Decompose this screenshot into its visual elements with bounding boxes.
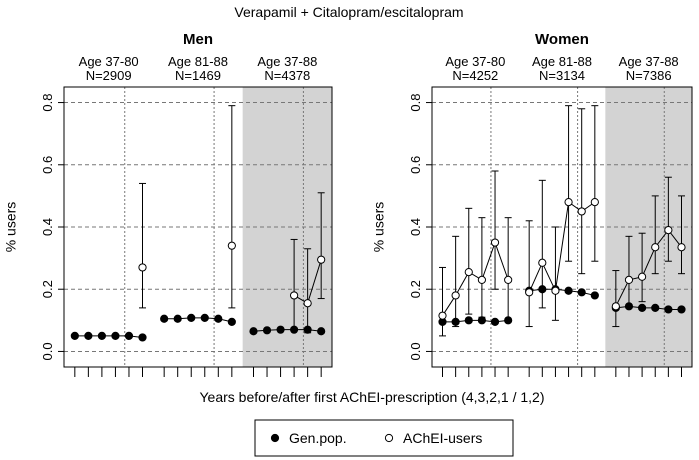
genpop-point (138, 333, 147, 342)
y-tick-label: 0.6 (408, 156, 423, 174)
achei-point (490, 238, 500, 247)
y-tick-label: 0.4 (408, 218, 423, 236)
genpop-point (564, 286, 573, 295)
group-age-label: Age 37-88 (257, 54, 317, 69)
group-age-label: Age 37-88 (619, 54, 679, 69)
legend-box (254, 419, 514, 457)
group-n-label: N=4378 (264, 68, 310, 83)
achei-point (564, 198, 573, 207)
legend-marker-genpop (270, 433, 280, 443)
achei-point (451, 291, 460, 300)
genpop-point (249, 327, 258, 336)
group-age-label: Age 37-80 (79, 54, 139, 69)
genpop-point (477, 316, 486, 325)
achei-point (677, 243, 686, 252)
achei-point (290, 291, 299, 300)
y-tick-label: 0.8 (40, 94, 55, 112)
legend-label-achei: AChEI-users (403, 430, 482, 446)
group-age-label: Age 81-88 (168, 54, 228, 69)
genpop-point (664, 305, 673, 314)
achei-point (638, 272, 647, 281)
achei-point (525, 288, 534, 297)
y-axis-label: % users (371, 202, 387, 253)
genpop-point (677, 305, 686, 314)
group: Age 37-88N=4378 (249, 54, 326, 377)
y-axis-label: % users (3, 202, 19, 253)
achei-point (477, 275, 486, 284)
genpop-point (464, 316, 473, 325)
legend-label-genpop: Gen.pop. (289, 430, 347, 446)
group: Age 37-80N=2909 (70, 54, 147, 377)
panel-title: Men (183, 31, 213, 48)
group: Age 37-88N=7386 (611, 54, 686, 377)
achei-point (624, 275, 634, 284)
genpop-point (187, 313, 196, 322)
y-tick-label: 0.8 (408, 94, 423, 112)
panel-title: Women (535, 31, 589, 48)
achei-point (551, 286, 560, 295)
y-tick-label: 0.4 (40, 218, 55, 236)
genpop-point (173, 314, 182, 323)
group-n-label: N=7386 (626, 68, 672, 83)
x-axis-label: Years before/after first AChEI-prescript… (200, 389, 545, 405)
panel-women: 0.0 0.2 0.4 0.6 0.8 % users Women Age 37-80N=42… (371, 31, 693, 377)
group: Age 81-88N=1469 (160, 54, 236, 377)
y-tick-label: 0.0 (408, 342, 423, 360)
achei-point (651, 243, 660, 252)
genpop-point (111, 331, 120, 340)
genpop-point (97, 331, 106, 340)
chart-title: Verapamil + Citalopram/escitalopram (234, 4, 463, 20)
genpop-point (276, 325, 285, 334)
achei-line (442, 241, 509, 316)
y-tick-label: 0.6 (40, 156, 55, 174)
genpop-point (638, 303, 647, 312)
achei-point (438, 311, 447, 320)
genpop-point (84, 331, 93, 340)
achei-point (464, 268, 473, 277)
achei-point (611, 302, 620, 311)
y-tick-label: 0.0 (40, 342, 55, 360)
achei-point (227, 241, 236, 250)
group-n-label: N=3134 (539, 68, 585, 83)
group-age-label: Age 37-80 (445, 54, 505, 69)
legend-marker-achei (384, 433, 394, 443)
group-n-label: N=2909 (86, 68, 132, 83)
achei-line (528, 201, 596, 293)
achei-point (317, 255, 326, 264)
genpop-point (70, 331, 79, 340)
genpop-point (317, 327, 326, 336)
achei-point (138, 263, 147, 272)
genpop-point (262, 326, 272, 335)
genpop-point (227, 317, 236, 326)
achei-point (577, 207, 586, 216)
panel-men: 0.0 0.2 0.4 0.6 0.8 % users Men Age 37-80N=2909… (3, 31, 333, 377)
y-tick-label: 0.2 (408, 280, 423, 298)
genpop-point (160, 314, 169, 323)
group-age-label: Age 81-88 (532, 54, 592, 69)
group: Age 37-80N=4252 (438, 54, 513, 377)
achei-point (504, 275, 513, 284)
genpop-point (590, 291, 599, 300)
genpop-point (490, 317, 500, 326)
achei-point (590, 198, 599, 207)
group: Age 81-88N=3134 (525, 54, 599, 377)
y-tick-label: 0.2 (40, 280, 55, 298)
genpop-point (651, 303, 660, 312)
group-n-label: N=4252 (452, 68, 498, 83)
group-n-label: N=1469 (175, 68, 221, 83)
legend: Gen.pop. AChEI-users (254, 419, 514, 457)
genpop-point (577, 288, 586, 297)
achei-point (664, 226, 673, 235)
genpop-point (124, 331, 134, 340)
genpop-point (200, 313, 209, 322)
achei-point (538, 258, 547, 267)
genpop-point (214, 314, 223, 323)
achei-point (303, 299, 312, 308)
